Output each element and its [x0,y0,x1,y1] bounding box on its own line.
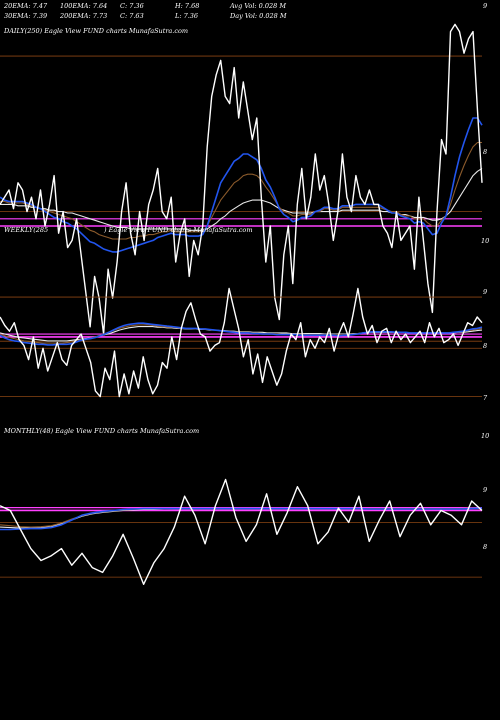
stat-100ema: 100EMA: 7.64 [60,2,108,10]
daily-panel-title: DAILY(250) Eagle View FUND charts Munafa… [4,27,189,35]
weekly-tick-9: 9 [483,288,488,296]
monthly-tick-9: 9 [483,486,488,494]
daily-tick-8: 8 [483,148,488,156]
stat-close: C: 7.36 [120,2,144,10]
monthly-tick-10: 10 [481,432,490,440]
weekly-panel-title-b: ) Eagle View FUND charts MunafaSutra.com [104,226,253,234]
weekly-ema-blue-line [0,322,483,346]
stat-30ema: 30EMA: 7.39 [4,12,48,20]
weekly-tick-8: 8 [483,342,488,350]
daily-price-line [0,23,483,335]
monthly-tick-8: 8 [483,543,488,551]
stat-200ema: 200EMA: 7.73 [60,12,108,20]
monthly-panel-title: MONTHLY(48) Eagle View FUND charts Munaf… [4,427,200,435]
stat-day-vol: Day Vol: 0.028 M [230,12,287,20]
weekly-tick-7: 7 [483,394,488,402]
monthly-price-line [0,478,483,585]
stat-close-2: C: 7.63 [120,12,144,20]
stat-high: H: 7.68 [175,2,200,10]
daily-ema-brown-line [0,141,482,240]
stat-avg-vol: Avg Vol: 0.028 M [230,2,287,10]
stat-20ema: 20EMA: 7.47 [4,2,48,10]
daily-tick-9: 9 [483,2,488,10]
stat-low: L: 7.36 [175,12,199,20]
daily-ema-blue-line [0,117,483,253]
weekly-price-line [0,287,483,398]
monthly-ema-blue-line [0,507,483,531]
daily-tick-10: 10 [481,237,490,245]
weekly-panel-title: WEEKLY(285 [4,226,49,234]
